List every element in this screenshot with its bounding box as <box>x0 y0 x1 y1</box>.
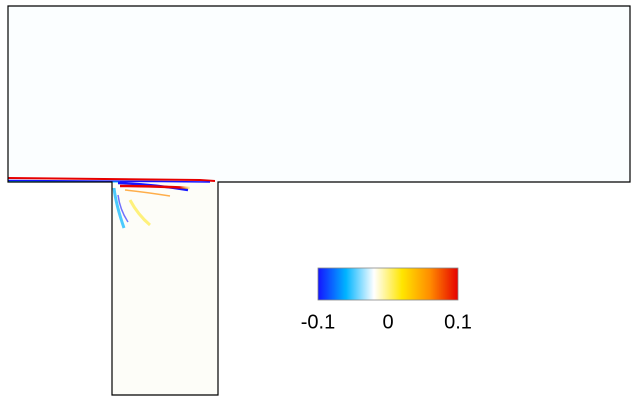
domain-outline <box>7 5 631 396</box>
shear-layer <box>7 179 211 183</box>
vortex <box>128 199 151 227</box>
shear-layer <box>7 177 216 182</box>
vortex <box>124 189 171 197</box>
colorbar-tick-label: 0.1 <box>444 311 472 333</box>
field <box>7 5 631 396</box>
upper-domain <box>8 6 630 182</box>
vortex <box>119 184 191 190</box>
colorbar <box>317 267 459 301</box>
vortex <box>117 194 129 223</box>
vortex <box>112 187 126 229</box>
colorbar-tick-label: 0 <box>382 311 393 333</box>
colorbar-tick-label: -0.1 <box>301 311 335 333</box>
lower-channel <box>112 182 218 395</box>
